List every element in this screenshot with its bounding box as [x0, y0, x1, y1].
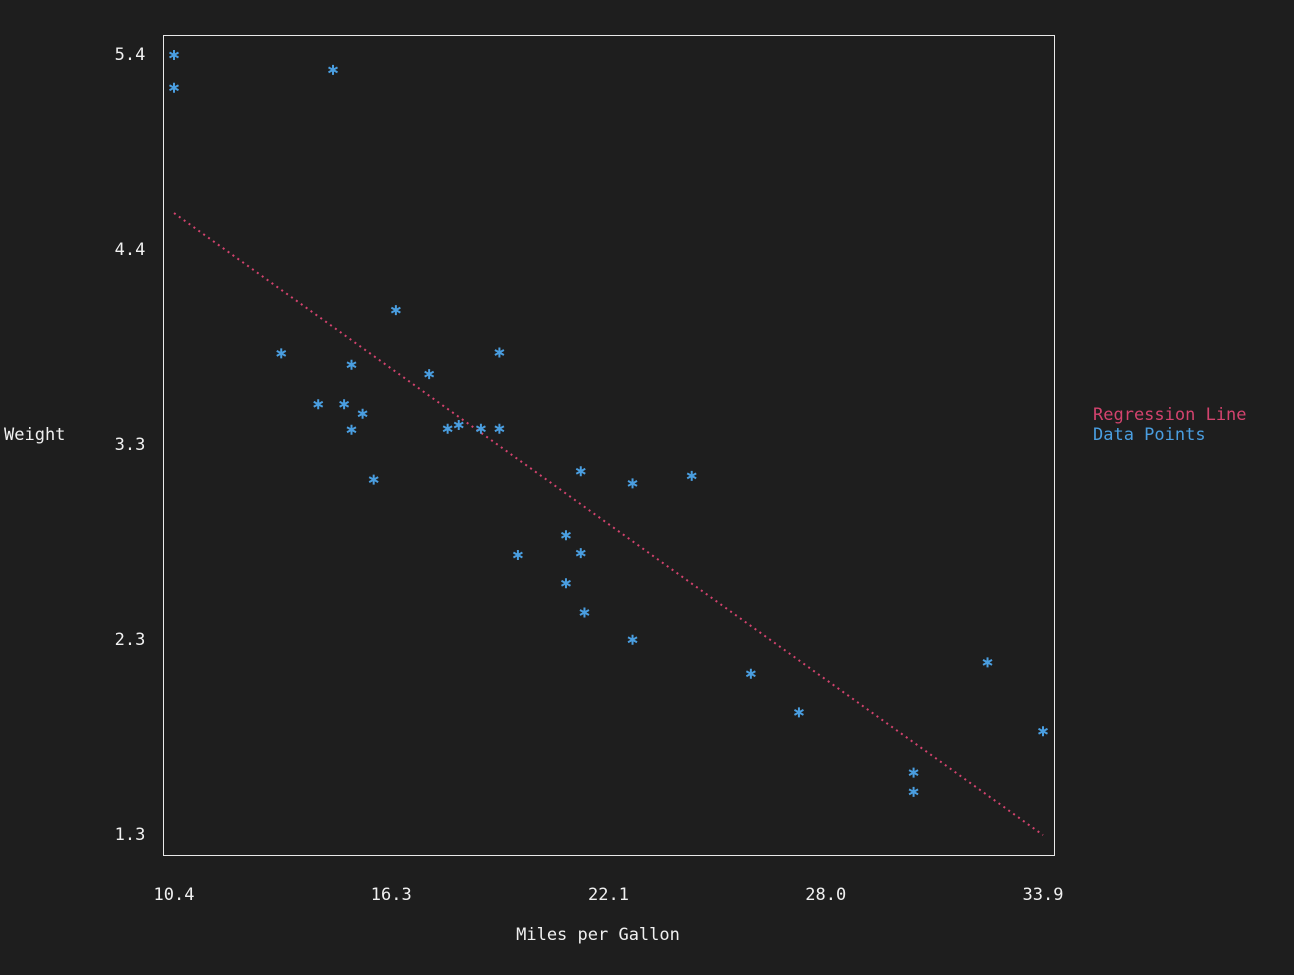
y-axis-label: Weight	[4, 425, 65, 445]
data-point	[368, 474, 379, 485]
legend-entry: Regression Line	[1093, 405, 1247, 425]
data-point	[453, 420, 464, 431]
y-tick-label: 2.3	[115, 630, 146, 650]
data-point	[475, 423, 486, 434]
data-point	[560, 530, 571, 541]
data-point	[745, 668, 756, 679]
x-tick-label: 28.0	[805, 885, 846, 905]
data-point	[313, 399, 324, 410]
y-tick-label: 1.3	[115, 825, 146, 845]
data-point	[512, 550, 523, 561]
data-point	[575, 548, 586, 559]
data-point	[328, 64, 338, 75]
legend-entry: Data Points	[1093, 425, 1206, 445]
data-point	[169, 50, 179, 60]
data-point	[339, 399, 350, 410]
data-point	[908, 767, 919, 778]
data-point	[627, 478, 638, 489]
data-point	[575, 466, 586, 477]
data-point	[442, 423, 453, 434]
y-tick-label: 3.3	[115, 435, 146, 455]
data-point	[346, 424, 357, 435]
x-tick-label: 10.4	[154, 885, 195, 905]
plot-frame	[163, 35, 1055, 856]
data-point	[560, 578, 571, 589]
y-tick-label: 4.4	[115, 240, 146, 260]
data-point	[169, 82, 179, 93]
x-tick-label: 16.3	[371, 885, 412, 905]
data-point	[494, 423, 505, 434]
data-point	[908, 786, 919, 797]
x-tick-label: 33.9	[1023, 885, 1064, 905]
data-point	[424, 369, 435, 380]
data-point	[686, 470, 697, 481]
data-point	[1038, 726, 1048, 737]
y-tick-label: 5.4	[115, 45, 146, 65]
regression-line	[173, 212, 1044, 836]
data-point	[390, 305, 401, 316]
data-point	[357, 408, 368, 419]
data-point	[276, 348, 287, 359]
data-point	[793, 707, 804, 718]
x-axis-label: Miles per Gallon	[516, 925, 680, 945]
data-point	[494, 347, 505, 358]
data-point	[982, 657, 993, 668]
x-tick-label: 22.1	[588, 885, 629, 905]
data-point	[627, 634, 638, 645]
data-point	[579, 607, 590, 618]
data-point	[346, 359, 357, 370]
